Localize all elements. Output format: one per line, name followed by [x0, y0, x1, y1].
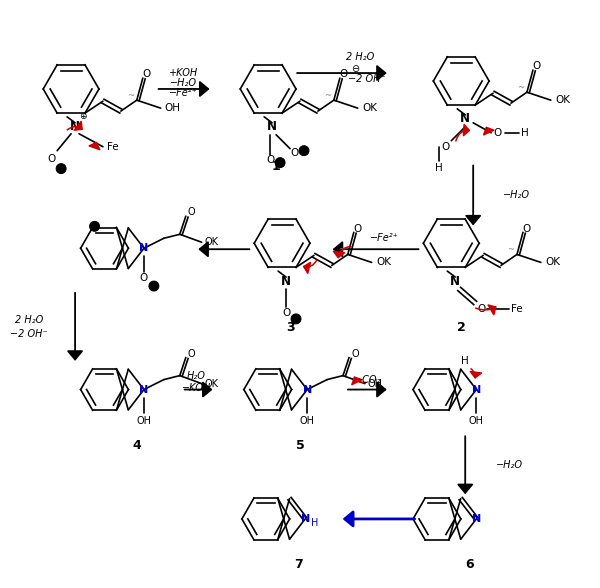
- Text: 2: 2: [457, 321, 466, 335]
- Text: −: −: [301, 146, 307, 155]
- Text: O: O: [143, 69, 151, 79]
- Text: O: O: [353, 223, 362, 233]
- Text: 6: 6: [465, 558, 473, 571]
- Text: −KOH: −KOH: [182, 383, 211, 393]
- Text: N: N: [302, 385, 312, 395]
- Text: 7: 7: [293, 558, 302, 571]
- Text: OH: OH: [164, 103, 181, 113]
- Text: −: −: [277, 158, 283, 167]
- Text: N: N: [301, 514, 310, 524]
- Text: OK: OK: [555, 95, 570, 105]
- Text: O: O: [493, 128, 501, 138]
- Text: O: O: [47, 153, 55, 163]
- Text: O: O: [340, 69, 348, 79]
- Text: OK: OK: [545, 258, 560, 268]
- Text: OK: OK: [205, 237, 218, 247]
- Text: 5: 5: [296, 439, 304, 452]
- Text: −2 OH⁻: −2 OH⁻: [348, 74, 385, 84]
- Text: Fe: Fe: [107, 142, 119, 152]
- Text: O: O: [282, 308, 290, 318]
- Text: N: N: [450, 275, 460, 288]
- Circle shape: [291, 314, 301, 324]
- Text: ~: ~: [338, 245, 346, 254]
- Text: 3: 3: [286, 321, 295, 335]
- Circle shape: [149, 281, 159, 291]
- Text: H: H: [461, 356, 469, 366]
- Text: OK: OK: [205, 379, 218, 389]
- Text: ~: ~: [127, 91, 134, 100]
- Text: −: −: [151, 282, 157, 290]
- Text: N: N: [281, 275, 291, 288]
- Text: O: O: [441, 142, 449, 152]
- Text: −2 OH⁻: −2 OH⁻: [10, 329, 48, 339]
- Text: −Fe²⁺: −Fe²⁺: [169, 88, 198, 98]
- Text: ~: ~: [325, 91, 331, 100]
- Text: −CO₂: −CO₂: [355, 375, 381, 385]
- Circle shape: [89, 221, 100, 231]
- Text: OH: OH: [136, 416, 151, 426]
- Text: O: O: [523, 223, 531, 233]
- Text: OH: OH: [367, 379, 382, 389]
- Text: −: −: [91, 222, 98, 231]
- Text: Fe: Fe: [511, 304, 523, 314]
- Text: −H₂O: −H₂O: [496, 460, 523, 470]
- Text: OH: OH: [469, 416, 484, 426]
- Text: N: N: [70, 121, 80, 133]
- Text: N: N: [139, 243, 149, 253]
- Text: −H₂O: −H₂O: [503, 191, 530, 201]
- Text: N: N: [267, 121, 277, 133]
- Text: OH: OH: [299, 416, 314, 426]
- Circle shape: [275, 158, 285, 168]
- Circle shape: [299, 146, 309, 156]
- Text: ~: ~: [517, 83, 524, 92]
- Text: O: O: [351, 349, 359, 359]
- Text: −: −: [293, 315, 299, 323]
- Text: −: −: [58, 164, 64, 173]
- Text: H₂O: H₂O: [187, 370, 206, 380]
- Text: −Fe²⁺: −Fe²⁺: [370, 233, 399, 243]
- Text: O: O: [477, 304, 485, 314]
- Text: ⊕: ⊕: [79, 112, 87, 121]
- Text: 4: 4: [133, 439, 141, 452]
- Text: OK: OK: [362, 103, 377, 113]
- Text: O: O: [188, 208, 196, 218]
- Text: N: N: [472, 385, 481, 395]
- Text: +KOH: +KOH: [169, 68, 198, 78]
- Text: O: O: [290, 148, 298, 158]
- Text: N: N: [460, 112, 470, 125]
- Text: N: N: [472, 514, 481, 524]
- Text: N: N: [139, 385, 149, 395]
- Text: 2 H₂O: 2 H₂O: [346, 52, 374, 62]
- Text: ~: ~: [508, 245, 514, 254]
- Text: 2 H₂O: 2 H₂O: [15, 315, 43, 325]
- Text: H: H: [521, 128, 529, 138]
- Text: O: O: [140, 273, 148, 283]
- Text: O: O: [533, 61, 541, 71]
- Text: H: H: [311, 518, 319, 528]
- Text: OK: OK: [376, 258, 391, 268]
- Text: −H₂O: −H₂O: [170, 78, 197, 88]
- Circle shape: [56, 163, 66, 173]
- Text: O: O: [188, 349, 196, 359]
- Text: ⊖: ⊖: [350, 64, 359, 74]
- Text: O: O: [266, 155, 274, 165]
- Text: 1: 1: [272, 160, 280, 173]
- Text: H: H: [436, 163, 443, 173]
